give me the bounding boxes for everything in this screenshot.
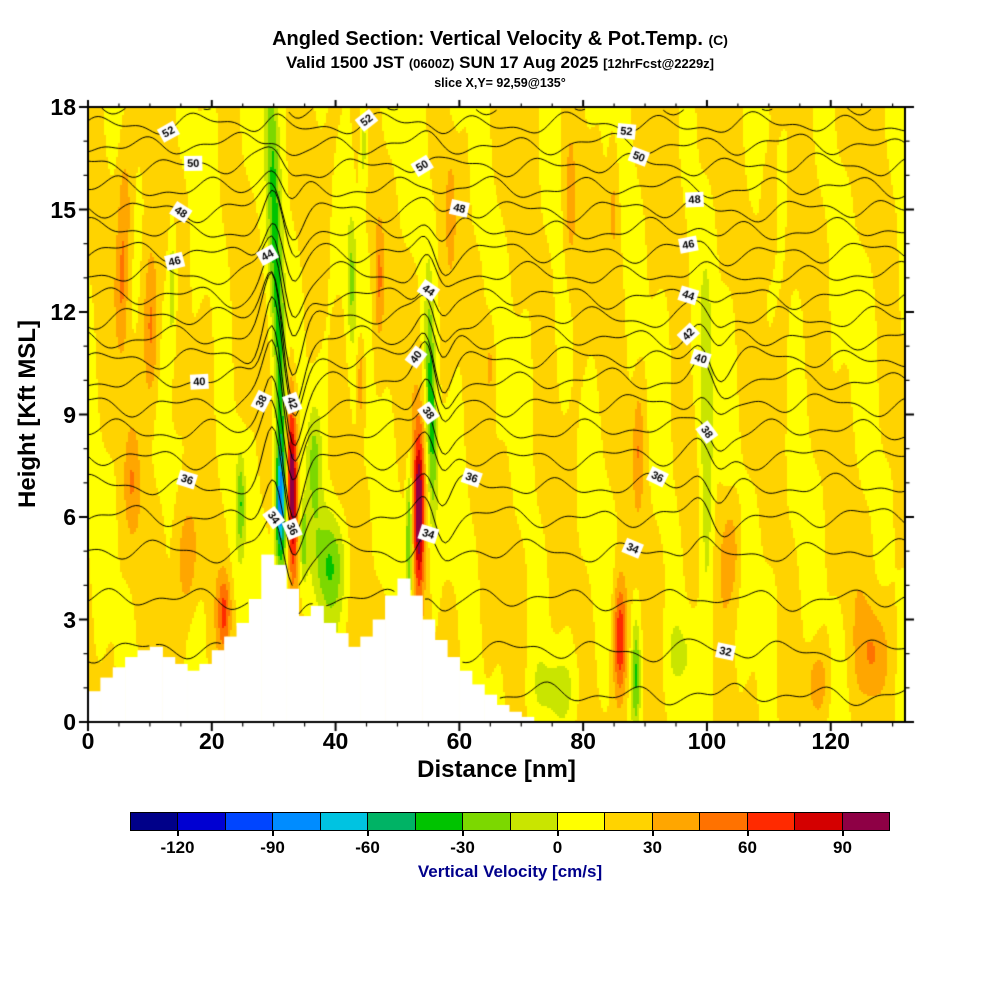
colorbar-segment	[367, 813, 415, 830]
colorbar-tick-mark	[651, 831, 654, 836]
x-tick-label: 100	[687, 728, 727, 754]
valid-time-line: Valid 1500 JST (0600Z) SUN 17 Aug 2025 […	[0, 53, 1000, 73]
slice-annotation: slice X,Y= 92,59@135°	[434, 76, 566, 90]
colorbar-tick-mark	[746, 831, 749, 836]
x-tick-label: 60	[446, 728, 473, 754]
colorbar-segment	[556, 813, 605, 830]
colorbar-tick-label: 30	[643, 838, 662, 857]
y-tick-label: 0	[63, 709, 76, 735]
colorbar-tick-label: 60	[738, 838, 757, 857]
x-tick-label: 120	[811, 728, 850, 754]
colorbar-tick-label: -120	[160, 838, 195, 857]
colorbar-tick-mark	[366, 831, 369, 836]
x-tick-label: 80	[570, 728, 596, 754]
colorbar	[130, 812, 890, 831]
colorbar-title: Vertical Velocity [cm/s]	[417, 862, 603, 881]
colorbar-segment	[651, 813, 700, 830]
colorbar-segment	[794, 813, 842, 830]
y-tick-label: 15	[50, 196, 76, 223]
valid-date: SUN 17 Aug 2025	[459, 53, 599, 72]
colorbar-segment	[131, 813, 178, 830]
colorbar-tick-label: -90	[260, 838, 285, 857]
y-tick-label: 9	[63, 401, 76, 428]
colorbar-segment	[272, 813, 320, 830]
forecast-tag: [12hrFcst@2229z]	[603, 56, 715, 71]
colorbar-tick-label: -60	[355, 838, 380, 857]
colorbar-segment	[746, 813, 795, 830]
y-tick-label: 18	[50, 94, 76, 120]
title-main: Angled Section: Vertical Velocity & Pot.…	[272, 28, 703, 50]
x-axis-title: Distance [nm]	[417, 756, 576, 783]
colorbar-tick-label: -30	[450, 838, 475, 857]
valid-zulu: (0600Z)	[408, 56, 455, 71]
colorbar-tick-mark	[556, 831, 559, 836]
y-tick-label: 3	[63, 606, 76, 633]
colorbar-segment	[699, 813, 747, 830]
x-tick-label: 20	[198, 728, 225, 754]
colorbar-segment	[462, 813, 510, 830]
colorbar-tick-mark	[271, 831, 274, 836]
colorbar-tick-mark	[461, 831, 464, 836]
valid-prefix: Valid 1500 JST	[285, 53, 405, 72]
colorbar-tick-label: 90	[833, 838, 852, 857]
page-title: Angled Section: Vertical Velocity & Pot.…	[0, 28, 1000, 51]
colorbar-tick-label: 0	[552, 838, 563, 857]
colorbar-tick-mark	[841, 831, 844, 836]
colorbar-segment	[319, 813, 368, 830]
y-tick-label: 6	[63, 504, 76, 530]
y-tick-label: 12	[50, 299, 76, 325]
colorbar-segment	[414, 813, 463, 830]
colorbar-tick-mark	[176, 831, 179, 836]
title-unit: (C)	[708, 32, 728, 48]
colorbar-segment	[604, 813, 652, 830]
colorbar-segment	[177, 813, 225, 830]
colorbar-segment	[509, 813, 557, 830]
x-tick-label: 40	[322, 728, 349, 754]
colorbar-segment	[224, 813, 273, 830]
x-tick-label: 0	[81, 728, 95, 754]
colorbar-segment	[841, 813, 889, 830]
